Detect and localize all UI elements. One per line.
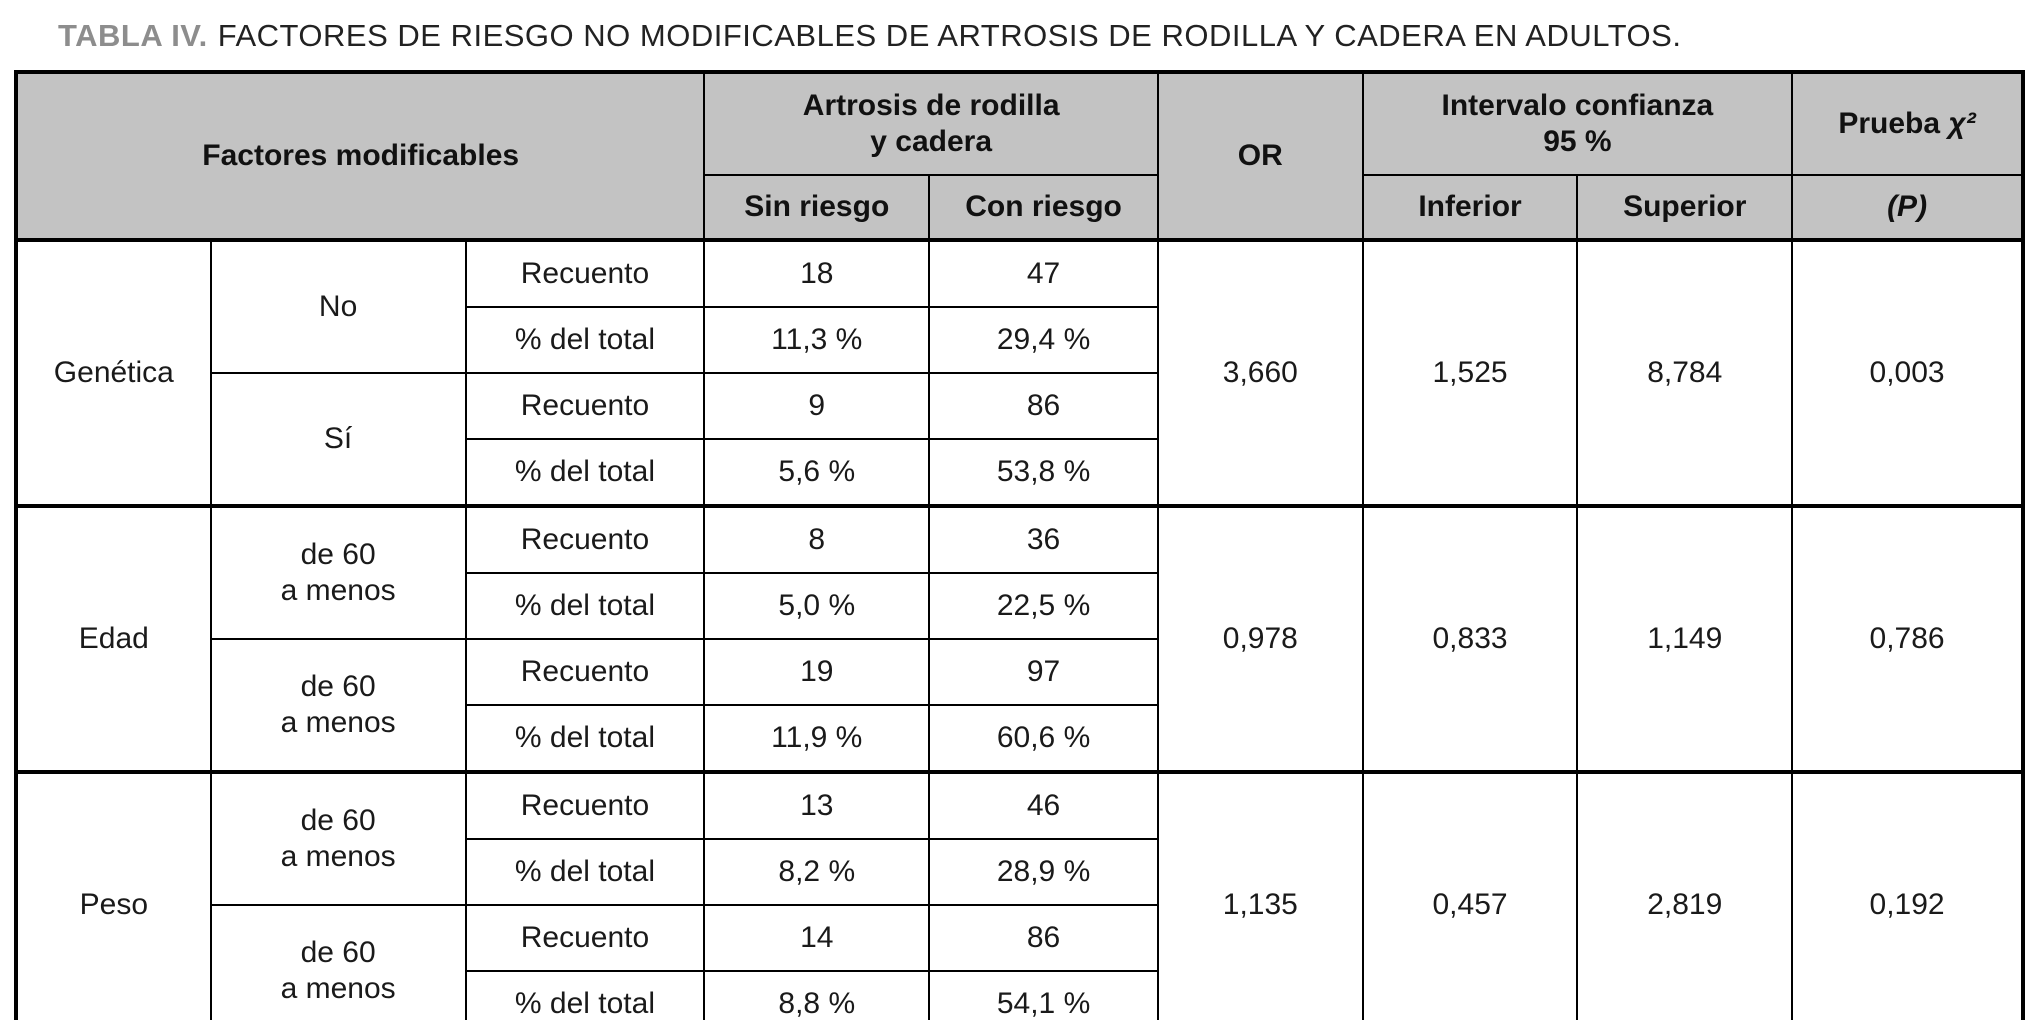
header-artrosis: Artrosis de rodilla y cadera	[703, 71, 1159, 176]
value-cell: 11,9 %	[703, 704, 931, 773]
measure-cell: Recuento	[464, 372, 706, 440]
or-cell: 3,660	[1156, 238, 1364, 507]
table-title-text: FACTORES DE RIESGO NO MODIFICABLES DE AR…	[217, 18, 1682, 53]
level-cell: de 60 a menos	[209, 904, 467, 1020]
table-row: % del total 8,2 % 28,9 %	[16, 838, 2023, 906]
measure-cell: % del total	[464, 704, 706, 773]
measure-cell: % del total	[464, 838, 706, 906]
ci-inferior-cell: 0,457	[1361, 770, 1579, 1020]
value-cell: 47	[928, 238, 1159, 308]
header-prueba-label: Prueba	[1838, 107, 1941, 140]
value-cell: 9	[703, 372, 931, 440]
measure-cell: Recuento	[464, 238, 706, 308]
table-row: % del total 5,0 % 22,5 %	[16, 572, 2023, 640]
ci-superior-cell: 8,784	[1576, 238, 1794, 507]
value-cell: 8,8 %	[703, 970, 931, 1020]
value-cell: 54,1 %	[928, 970, 1159, 1020]
table-row: % del total 8,8 % 54,1 %	[16, 970, 2023, 1020]
header-prueba-chi: Prueba χ²	[1791, 71, 2024, 176]
level-cell: de 60 a menos	[209, 770, 467, 906]
measure-cell: Recuento	[464, 504, 706, 574]
or-cell: 1,135	[1156, 770, 1364, 1020]
header-p-value: (P)	[1791, 174, 2024, 241]
table-row: Edad de 60 a menos Recuento 8 36 0,978 0…	[15, 504, 2024, 773]
measure-cell: Recuento	[464, 638, 706, 706]
value-cell: 11,3 %	[703, 306, 931, 374]
table-row: Sí Recuento 9 86	[16, 372, 2023, 507]
value-cell: 86	[928, 372, 1159, 440]
value-cell: 36	[928, 504, 1159, 574]
table-row: % del total 11,3 % 29,4 %	[16, 306, 2023, 374]
measure-cell: % del total	[464, 970, 706, 1020]
table-row: Genética No Recuento 18 47 3,660 1,525 8…	[15, 238, 2024, 507]
factor-cell-edad: Edad	[15, 504, 212, 773]
p-value-cell: 0,192	[1791, 770, 2024, 1020]
value-cell: 14	[703, 904, 931, 972]
value-cell: 28,9 %	[928, 838, 1159, 906]
value-cell: 60,6 %	[928, 704, 1159, 773]
header-con-riesgo: Con riesgo	[928, 174, 1159, 241]
value-cell: 19	[703, 638, 931, 706]
chi-squared-symbol: χ²	[1948, 107, 1976, 140]
value-cell: 8	[703, 504, 931, 574]
header-inferior: Inferior	[1361, 174, 1579, 241]
measure-cell: Recuento	[464, 770, 706, 840]
header-or: OR	[1156, 71, 1364, 241]
value-cell: 5,0 %	[703, 572, 931, 640]
level-cell: de 60 a menos	[209, 638, 467, 773]
level-cell: No	[209, 238, 467, 374]
table-row: Peso de 60 a menos Recuento 13 46 1,135 …	[15, 770, 2024, 1020]
value-cell: 18	[703, 238, 931, 308]
header-sin-riesgo: Sin riesgo	[703, 174, 931, 241]
ci-inferior-cell: 0,833	[1361, 504, 1579, 773]
measure-cell: % del total	[464, 306, 706, 374]
value-cell: 86	[928, 904, 1159, 972]
table-row: % del total 5,6 % 53,8 %	[16, 438, 2023, 507]
p-value-cell: 0,786	[1791, 504, 2024, 773]
table-row: de 60 a menos Recuento 14 86	[16, 904, 2023, 1020]
value-cell: 29,4 %	[928, 306, 1159, 374]
ci-superior-cell: 1,149	[1576, 504, 1794, 773]
table-number-label: TABLA IV.	[58, 18, 208, 53]
table-caption: TABLA IV. FACTORES DE RIESGO NO MODIFICAB…	[58, 18, 2025, 54]
p-value-cell: 0,003	[1791, 238, 2024, 507]
ci-superior-cell: 2,819	[1576, 770, 1794, 1020]
risk-factors-table: Factores modificables Artrosis de rodill…	[14, 70, 2025, 1020]
value-cell: 5,6 %	[703, 438, 931, 507]
table-row: % del total 11,9 % 60,6 %	[16, 704, 2023, 773]
factor-cell-genetica: Genética	[15, 238, 212, 507]
value-cell: 13	[703, 770, 931, 840]
or-cell: 0,978	[1156, 504, 1364, 773]
measure-cell: % del total	[464, 438, 706, 507]
level-cell: de 60 a menos	[209, 504, 467, 640]
value-cell: 53,8 %	[928, 438, 1159, 507]
header-intervalo-confianza: Intervalo confianza 95 %	[1361, 71, 1794, 176]
measure-cell: Recuento	[464, 904, 706, 972]
factor-cell-peso: Peso	[15, 770, 212, 1020]
table-row: de 60 a menos Recuento 19 97	[16, 638, 2023, 773]
header-superior: Superior	[1576, 174, 1794, 241]
value-cell: 22,5 %	[928, 572, 1159, 640]
measure-cell: % del total	[464, 572, 706, 640]
ci-inferior-cell: 1,525	[1361, 238, 1579, 507]
value-cell: 8,2 %	[703, 838, 931, 906]
value-cell: 46	[928, 770, 1159, 840]
value-cell: 97	[928, 638, 1159, 706]
header-factores-modificables: Factores modificables	[14, 71, 706, 241]
level-cell: Sí	[209, 372, 467, 507]
